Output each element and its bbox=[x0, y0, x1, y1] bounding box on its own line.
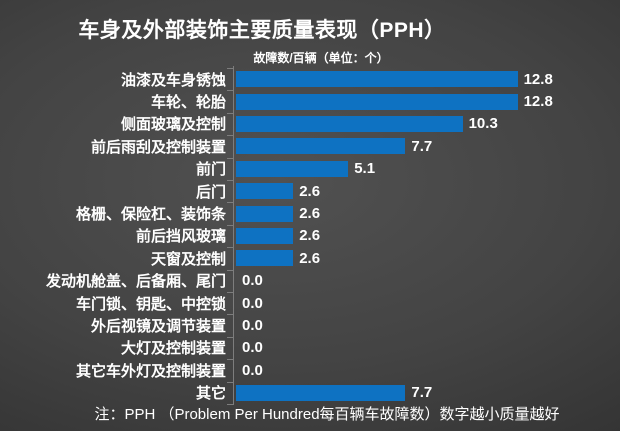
value-label: 12.8 bbox=[523, 70, 553, 88]
category-label: 油漆及车身锈蚀 bbox=[120, 71, 226, 89]
bar-track: 2.6 bbox=[236, 249, 321, 267]
chart-row: 天窗及控制 2.6 bbox=[0, 247, 620, 269]
page-title: 车身及外部装饰主要质量表现（PPH） bbox=[78, 19, 446, 42]
category-label: 前后挡风玻璃 bbox=[135, 228, 226, 246]
chart-row: 大灯及控制装置 0.0 bbox=[0, 337, 620, 359]
axis-tick bbox=[227, 157, 233, 159]
chart-row: 车门锁、钥匙、中控锁 0.0 bbox=[0, 292, 620, 314]
bar bbox=[236, 93, 518, 110]
axis-tick bbox=[227, 269, 233, 271]
axis-tick bbox=[227, 202, 233, 204]
bar bbox=[236, 115, 463, 132]
axis-tick bbox=[227, 381, 233, 383]
chart-row: 前后雨刮及控制装置 7.7 bbox=[0, 135, 620, 157]
category-label: 车轮、轮胎 bbox=[150, 94, 226, 112]
category-label: 格栅、保险杠、装饰条 bbox=[75, 206, 226, 224]
bar-track: 0.0 bbox=[236, 294, 263, 312]
bar-track: 10.3 bbox=[236, 115, 498, 133]
chart-row: 车轮、轮胎 12.8 bbox=[0, 90, 620, 112]
bar-track: 0.0 bbox=[236, 339, 263, 357]
category-label: 其它车外灯及控制装置 bbox=[75, 362, 226, 380]
bar-track: 0.0 bbox=[236, 316, 263, 334]
chart-row: 后门 2.6 bbox=[0, 180, 620, 202]
axis-tick bbox=[227, 292, 233, 293]
chart-row: 外后视镜及调节装置 0.0 bbox=[0, 314, 620, 336]
bar-track: 12.8 bbox=[236, 93, 553, 111]
chart-row: 格栅、保险杠、装饰条 2.6 bbox=[0, 202, 620, 224]
bar-track: 2.6 bbox=[236, 182, 321, 200]
axis-tick bbox=[227, 224, 233, 226]
chart-row: 前门 5.1 bbox=[0, 158, 620, 180]
axis-tick bbox=[227, 359, 233, 361]
chart-row: 发动机舱盖、后备厢、尾门 0.0 bbox=[0, 270, 620, 292]
value-label: 5.1 bbox=[354, 160, 376, 178]
chart-row: 前后挡风玻璃 2.6 bbox=[0, 225, 620, 247]
bar bbox=[236, 227, 294, 244]
value-label: 2.6 bbox=[299, 249, 321, 267]
bar-track: 12.8 bbox=[236, 70, 553, 88]
value-label: 0.0 bbox=[242, 339, 263, 357]
bar bbox=[236, 384, 406, 401]
category-label: 发动机舱盖、后备厢、尾门 bbox=[45, 273, 226, 291]
value-label: 2.6 bbox=[299, 205, 321, 223]
category-label: 前后雨刮及控制装置 bbox=[90, 138, 226, 156]
bar-track: 0.0 bbox=[236, 361, 263, 379]
footnote: 注：PPH （Problem Per Hundred每百辆车故障数）数字越小质量… bbox=[94, 406, 560, 423]
bar-track: 7.7 bbox=[236, 384, 433, 402]
axis-tick bbox=[227, 112, 233, 114]
bar-track: 7.7 bbox=[236, 137, 433, 155]
bar-chart: 油漆及车身锈蚀 12.8 车轮、轮胎 12.8 侧面玻璃及控制 10.3 前后雨… bbox=[0, 68, 620, 404]
category-label: 车门锁、钥匙、中控锁 bbox=[75, 295, 226, 313]
bar-track: 2.6 bbox=[236, 227, 321, 245]
category-label: 外后视镜及调节装置 bbox=[90, 317, 226, 335]
chart-row: 其它车外灯及控制装置 0.0 bbox=[0, 359, 620, 381]
value-label: 10.3 bbox=[468, 115, 498, 133]
axis-tick bbox=[227, 404, 233, 405]
value-label: 2.6 bbox=[299, 227, 321, 245]
value-label: 7.7 bbox=[411, 384, 433, 402]
category-label: 后门 bbox=[195, 183, 226, 201]
bar bbox=[236, 138, 406, 155]
value-label: 7.7 bbox=[411, 137, 433, 155]
bar bbox=[236, 250, 294, 267]
bar bbox=[236, 183, 294, 200]
value-label: 0.0 bbox=[242, 316, 263, 334]
chart-row: 侧面玻璃及控制 10.3 bbox=[0, 113, 620, 135]
axis-tick bbox=[227, 90, 233, 92]
category-label: 前门 bbox=[195, 161, 226, 179]
axis-tick bbox=[227, 135, 233, 137]
value-label: 0.0 bbox=[242, 361, 263, 379]
bar-track: 5.1 bbox=[236, 160, 376, 178]
axis-line bbox=[233, 66, 234, 405]
category-label: 其它 bbox=[195, 385, 226, 403]
value-label: 2.6 bbox=[299, 182, 321, 200]
bar bbox=[236, 71, 518, 88]
value-label: 12.8 bbox=[523, 93, 553, 111]
chart-subtitle: 故障数/百辆（单位：个） bbox=[253, 51, 389, 65]
axis-tick bbox=[227, 336, 233, 338]
bar bbox=[236, 160, 349, 177]
bar-track: 0.0 bbox=[236, 272, 263, 290]
category-label: 侧面玻璃及控制 bbox=[120, 116, 226, 134]
category-label: 天窗及控制 bbox=[150, 250, 226, 268]
axis-tick bbox=[227, 180, 233, 181]
axis-tick bbox=[227, 68, 233, 69]
value-label: 0.0 bbox=[242, 272, 263, 290]
bar bbox=[236, 205, 294, 222]
value-label: 0.0 bbox=[242, 294, 263, 312]
chart-row: 油漆及车身锈蚀 12.8 bbox=[0, 68, 620, 90]
axis-tick bbox=[227, 314, 233, 316]
axis-tick bbox=[227, 247, 233, 249]
chart-row: 其它 7.7 bbox=[0, 381, 620, 403]
category-label: 大灯及控制装置 bbox=[120, 340, 226, 358]
bar-track: 2.6 bbox=[236, 205, 321, 223]
